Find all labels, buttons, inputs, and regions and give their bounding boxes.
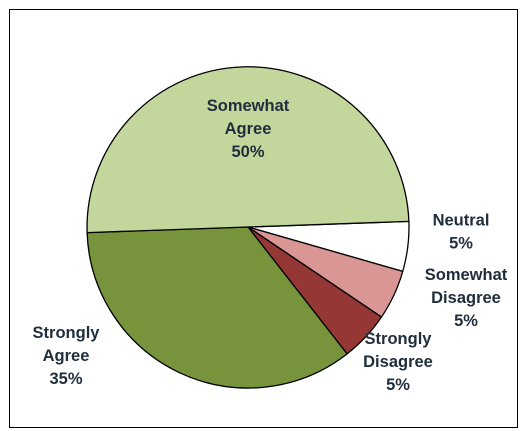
pie-slice-label-line: 35% bbox=[49, 370, 82, 388]
pie-slice-label-line: 5% bbox=[449, 235, 473, 253]
pie-slice-label-line: Somewhat bbox=[207, 97, 290, 115]
pie-slice-label-1: Somewhat Disagree 5% bbox=[425, 266, 508, 330]
pie-slice-label-line: Somewhat bbox=[425, 266, 508, 284]
pie-slice-label-line: 5% bbox=[386, 376, 410, 394]
pie-labels: Neutral 5% Somewhat Disagree 5% Strongly Disag… bbox=[33, 97, 508, 394]
pie-slice-label-2: Strongly Disagree 5% bbox=[363, 330, 433, 394]
pie-slice-label-line: Disagree bbox=[363, 353, 433, 371]
pie-slice-label-line: Strongly bbox=[365, 330, 433, 348]
pie-slice-label-line: Agree bbox=[225, 120, 272, 138]
pie-slice-label-0: Neutral 5% bbox=[433, 212, 490, 253]
pie-slice-label-line: Neutral bbox=[433, 212, 490, 230]
pie-slice-label-line: Strongly bbox=[33, 324, 101, 342]
pie-slice-label-line: Disagree bbox=[431, 289, 501, 307]
pie-slice-label-3: Strongly Agree 35% bbox=[33, 324, 101, 388]
pie-slice-label-line: Agree bbox=[43, 347, 90, 365]
pie-slice-label-line: 50% bbox=[231, 143, 264, 161]
pie-slice-label-line: 5% bbox=[454, 312, 478, 330]
pie-slice-4 bbox=[86, 66, 410, 234]
pie-slice-3 bbox=[86, 226, 348, 389]
pie-slices bbox=[86, 66, 410, 389]
pie-slice-label-4: Somewhat Agree 50% bbox=[207, 97, 290, 161]
